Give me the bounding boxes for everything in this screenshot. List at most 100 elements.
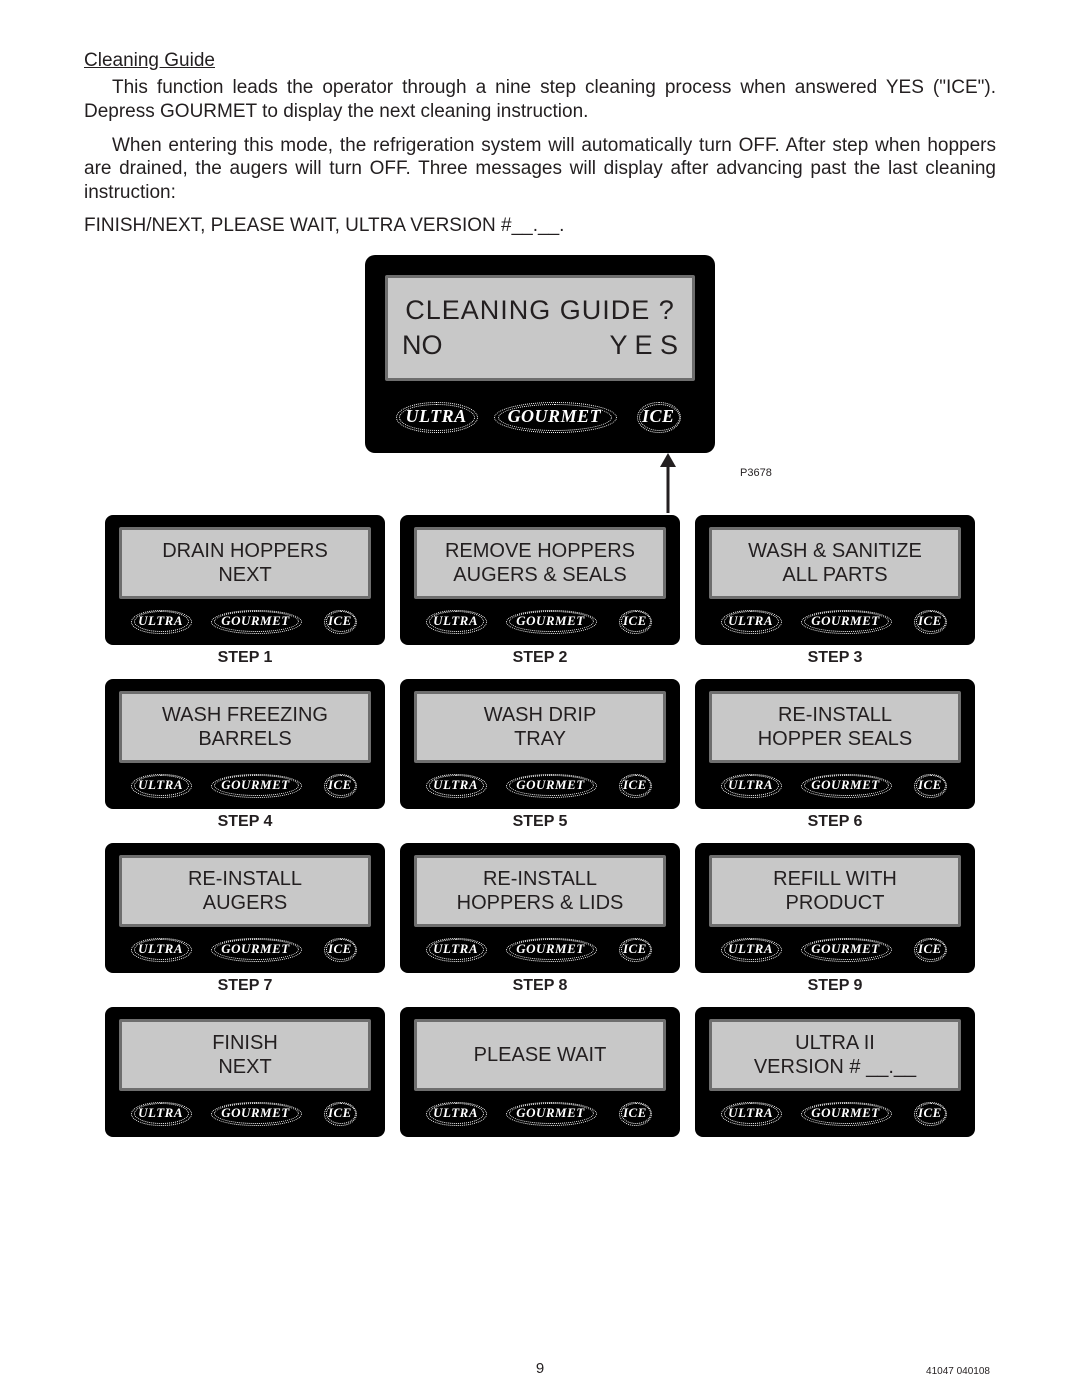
document-code: 41047 040108 (926, 1366, 990, 1377)
step-cell: WASH FREEZINGBARRELS ULTRA GOURMET ICE STEP … (105, 679, 385, 839)
step-display-screen: REMOVE HOPPERSAUGERS & SEALS (414, 527, 666, 599)
ultra-button[interactable]: ULTRA (433, 1105, 478, 1121)
step-line-2: VERSION # __.__ (754, 1056, 916, 1078)
brand-button-row: ULTRA GOURMET ICE (119, 1099, 371, 1127)
step-cell: RE-INSTALLHOPPER SEALSULTRAGOURMETICESTE… (695, 679, 975, 839)
ice-button[interactable]: ICE (328, 941, 352, 957)
step-label: STEP 4 (218, 813, 273, 831)
ultra-button[interactable]: ULTRA (138, 1105, 183, 1121)
ice-button[interactable]: ICE (918, 613, 942, 629)
step-display-panel: WASH FREEZINGBARRELS ULTRA GOURMET ICE (105, 679, 385, 809)
ice-button[interactable]: ICE (623, 777, 647, 793)
ultra-button[interactable]: ULTRA (728, 777, 773, 793)
step-display-panel: REMOVE HOPPERSAUGERS & SEALS ULTRA GOURMET… (400, 515, 680, 645)
gourmet-button[interactable]: GOURMET (516, 941, 585, 957)
section-title: Cleaning Guide (84, 50, 996, 72)
step-line-2: NEXT (218, 1056, 271, 1078)
gourmet-button[interactable]: GOURMET (516, 613, 585, 629)
gourmet-button[interactable]: GOURMET (811, 613, 880, 629)
brand-button-row: ULTRA GOURMET ICE (709, 1099, 961, 1127)
ultra-button[interactable]: ULTRA (138, 777, 183, 793)
gourmet-button[interactable]: GOURMET (811, 941, 880, 957)
step-cell: RE-INSTALLAUGERSULTRAGOURMETICESTEP 7 (105, 843, 385, 1003)
step-display-panel: RE-INSTALLHOPPER SEALSULTRAGOURMETICE (695, 679, 975, 809)
ice-button[interactable]: ICE (623, 1105, 647, 1121)
step-label: STEP 8 (513, 977, 568, 995)
step-display-panel: WASH DRIPTRAYULTRAGOURMETICE (400, 679, 680, 809)
step-line-2: AUGERS (203, 892, 287, 914)
step-line-2: AUGERS & SEALS (453, 564, 626, 586)
intro-paragraph-1: This function leads the operator through… (84, 76, 996, 124)
page-number: 9 (536, 1360, 544, 1377)
step-line-1: RE-INSTALL (188, 868, 302, 890)
finish-line-text: FINISH/NEXT, PLEASE WAIT, ULTRA VERSION … (84, 215, 996, 237)
brand-button-row: ULTRA GOURMET ICE (414, 935, 666, 963)
step-line-1: WASH FREEZING (162, 704, 328, 726)
step-line-1: PLEASE WAIT (474, 1044, 607, 1066)
step-label: STEP 2 (513, 649, 568, 667)
gourmet-button[interactable]: GOURMET (221, 1105, 290, 1121)
ice-button[interactable]: ICE (623, 613, 647, 629)
gourmet-button[interactable]: GOURMET (221, 613, 290, 629)
ice-button[interactable]: ICE (328, 613, 352, 629)
gourmet-button[interactable]: GOURMET (811, 777, 880, 793)
step-cell: WASH DRIPTRAYULTRAGOURMETICESTEP 5 (400, 679, 680, 839)
ice-button[interactable]: ICE (918, 777, 942, 793)
ultra-button[interactable]: ULTRA (138, 941, 183, 957)
brand-button-row: ULTRA GOURMET ICE (119, 607, 371, 635)
ultra-button[interactable]: ULTRA (433, 941, 478, 957)
step-display-screen: WASH & SANITIZEALL PARTS (709, 527, 961, 599)
step-cell: WASH & SANITIZEALL PARTS ULTRA GOURMET ICE S… (695, 515, 975, 675)
step-display-panel: FINISHNEXT ULTRA GOURMET ICE (105, 1007, 385, 1137)
arrow-icon (658, 451, 678, 515)
step-display-screen: REFILL WITHPRODUCT (709, 855, 961, 927)
gourmet-button[interactable]: GOURMET (221, 941, 290, 957)
step-line-2: ALL PARTS (782, 564, 887, 586)
step-display-panel: PLEASE WAIT ULTRA GOURMET ICE (400, 1007, 680, 1137)
figure-reference: P3678 (740, 467, 772, 479)
step-label: STEP 6 (808, 813, 863, 831)
ultra-button[interactable]: ULTRA (405, 406, 466, 427)
ice-button[interactable]: ICE (642, 406, 675, 427)
step-display-screen: FINISHNEXT (119, 1019, 371, 1091)
ice-button[interactable]: ICE (623, 941, 647, 957)
step-display-screen: PLEASE WAIT (414, 1019, 666, 1091)
step-display-screen: RE-INSTALLAUGERS (119, 855, 371, 927)
ice-button[interactable]: ICE (918, 941, 942, 957)
ice-button[interactable]: ICE (328, 777, 352, 793)
ultra-button[interactable]: ULTRA (728, 1105, 773, 1121)
gourmet-button[interactable]: GOURMET (811, 1105, 880, 1121)
ultra-button[interactable]: ULTRA (728, 941, 773, 957)
gourmet-button[interactable]: GOURMET (221, 777, 290, 793)
step-line-2: BARRELS (198, 728, 291, 750)
intro-paragraph-2: When entering this mode, the refrigerati… (84, 134, 996, 205)
step-display-screen: ULTRA IIVERSION # __.__ (709, 1019, 961, 1091)
gourmet-button[interactable]: GOURMET (516, 777, 585, 793)
ultra-button[interactable]: ULTRA (138, 613, 183, 629)
ultra-button[interactable]: ULTRA (433, 613, 478, 629)
brand-button-row: ULTRA GOURMET ICE (119, 771, 371, 799)
step-display-screen: WASH FREEZINGBARRELS (119, 691, 371, 763)
step-line-1: WASH & SANITIZE (748, 540, 922, 562)
brand-button-row: ULTRA GOURMET ICE (709, 935, 961, 963)
brand-button-row: ULTRA GOURMET ICE (709, 771, 961, 799)
step-display-screen: DRAIN HOPPERSNEXT (119, 527, 371, 599)
step-display-panel: REFILL WITHPRODUCT ULTRA GOURMET ICE (695, 843, 975, 973)
ultra-button[interactable]: ULTRA (433, 777, 478, 793)
step-display-panel: WASH & SANITIZEALL PARTS ULTRA GOURMET ICE (695, 515, 975, 645)
step-label: STEP 9 (808, 977, 863, 995)
step-line-1: RE-INSTALL (483, 868, 597, 890)
ice-button[interactable]: ICE (328, 1105, 352, 1121)
step-label: STEP 3 (808, 649, 863, 667)
step-display-screen: RE-INSTALLHOPPERS & LIDS (414, 855, 666, 927)
step-line-2: HOPPER SEALS (758, 728, 913, 750)
ice-button[interactable]: ICE (918, 1105, 942, 1121)
brand-button-row: ULTRA GOURMET ICE (414, 1099, 666, 1127)
step-line-1: WASH DRIP (484, 704, 597, 726)
ultra-button[interactable]: ULTRA (728, 613, 773, 629)
gourmet-button[interactable]: GOURMET (516, 1105, 585, 1121)
step-cell: REFILL WITHPRODUCT ULTRA GOURMET ICE STEP 9 (695, 843, 975, 1003)
main-display-panel: CLEANING GUIDE ? NO Y E S ULTRA GOURMET … (365, 255, 715, 453)
brand-button-row: ULTRA GOURMET ICE (414, 607, 666, 635)
gourmet-button[interactable]: GOURMET (508, 406, 602, 427)
